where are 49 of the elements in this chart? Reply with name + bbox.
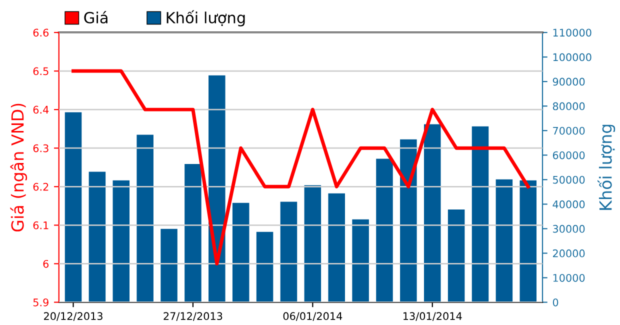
y2-axis-title: Khối lượng: [598, 124, 616, 210]
bar: [496, 179, 513, 302]
y2-tick-label: 40000: [552, 200, 585, 208]
bar: [376, 158, 393, 302]
y2-tick-label: 110000: [553, 28, 592, 37]
y2-tick-label: 100000: [553, 53, 592, 62]
y-tick-label: 5.9: [33, 298, 48, 306]
bar: [160, 228, 178, 302]
y-tick-label: 6: [43, 260, 49, 268]
bar: [400, 139, 417, 302]
y2-tick-label: 80000: [552, 102, 585, 110]
bar: [88, 172, 106, 302]
y2-tick-label: 20000: [552, 249, 585, 258]
x-tick-label: 27/12/2013: [164, 312, 222, 321]
y2-tick-label: 60000: [552, 151, 585, 160]
x-tick-label: 06/01/2014: [283, 312, 342, 321]
bar: [232, 202, 250, 302]
bar: [64, 112, 82, 302]
y-tick-label: 6.4: [33, 106, 49, 114]
y2-tick-label: 30000: [553, 224, 585, 233]
y-tick-label: 6.2: [33, 182, 48, 191]
x-tick-label: 20/12/2013: [44, 312, 102, 321]
bar: [520, 180, 537, 302]
y-tick-label: 6.6: [33, 28, 49, 37]
bar: [136, 134, 154, 302]
y-tick-label: 6.3: [33, 144, 48, 152]
line-series: [72, 69, 530, 266]
y-tick-label: 6.1: [33, 221, 48, 230]
bar: [184, 164, 202, 302]
bar: [208, 75, 226, 302]
y-axis-title: Giá (ngân VND): [10, 104, 28, 232]
bar: [448, 210, 465, 302]
legend-label: Giá: [84, 10, 108, 24]
bar: [112, 180, 130, 302]
x-tick-label: 13/01/2014: [404, 312, 462, 321]
bar: [256, 232, 274, 302]
y2-tick-label: 10000: [553, 274, 585, 282]
bar: [472, 126, 489, 302]
y2-tick-label: 50000: [553, 176, 585, 184]
y2-tick-label: 90000: [552, 78, 585, 86]
legend-label: Khối lượng: [166, 10, 245, 26]
bar: [424, 124, 441, 302]
y2-tick-label: 70000: [553, 126, 585, 135]
bar: [304, 185, 322, 302]
y-tick-label: 6.5: [33, 67, 48, 76]
bar: [352, 219, 369, 302]
y2-tick-label: 0: [552, 298, 558, 306]
bar: [328, 193, 345, 302]
bar: [280, 202, 298, 302]
